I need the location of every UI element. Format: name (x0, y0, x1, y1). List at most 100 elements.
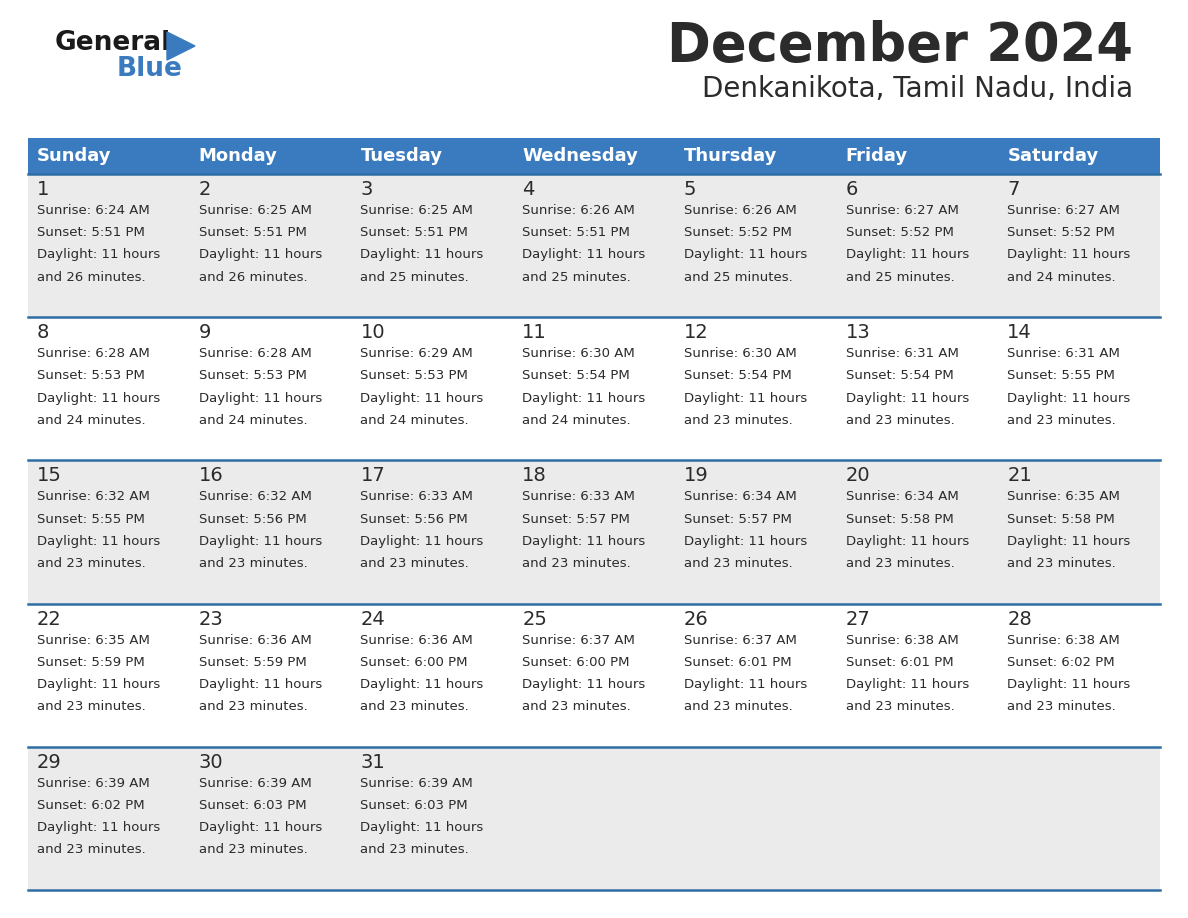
Text: Sunrise: 6:26 AM: Sunrise: 6:26 AM (684, 204, 797, 217)
Bar (190, 604, 352, 747)
Text: Sunset: 5:52 PM: Sunset: 5:52 PM (846, 226, 954, 240)
Text: 2: 2 (198, 180, 211, 199)
Text: and 24 minutes.: and 24 minutes. (198, 414, 308, 427)
Text: Daylight: 11 hours: Daylight: 11 hours (684, 392, 807, 405)
Text: Sunrise: 6:31 AM: Sunrise: 6:31 AM (1007, 347, 1120, 360)
Text: Daylight: 11 hours: Daylight: 11 hours (37, 392, 160, 405)
Text: 10: 10 (360, 323, 385, 342)
Text: and 23 minutes.: and 23 minutes. (360, 844, 469, 856)
Text: Daylight: 11 hours: Daylight: 11 hours (37, 535, 160, 548)
Text: 7: 7 (1007, 180, 1019, 199)
Text: 18: 18 (523, 466, 546, 486)
Text: Sunset: 5:54 PM: Sunset: 5:54 PM (846, 369, 953, 383)
Text: Daylight: 11 hours: Daylight: 11 hours (37, 249, 160, 262)
Text: Sunset: 5:58 PM: Sunset: 5:58 PM (846, 512, 953, 526)
Text: 13: 13 (846, 323, 871, 342)
Text: and 23 minutes.: and 23 minutes. (360, 557, 469, 570)
Text: Sunrise: 6:37 AM: Sunrise: 6:37 AM (523, 633, 636, 646)
Text: Sunset: 6:03 PM: Sunset: 6:03 PM (198, 799, 307, 812)
Bar (352, 138, 513, 174)
Bar (190, 318, 352, 461)
Bar (836, 461, 998, 604)
Text: Daylight: 11 hours: Daylight: 11 hours (1007, 392, 1131, 405)
Text: Sunrise: 6:38 AM: Sunrise: 6:38 AM (846, 633, 959, 646)
Text: and 23 minutes.: and 23 minutes. (1007, 414, 1116, 427)
Text: and 23 minutes.: and 23 minutes. (198, 557, 308, 570)
Text: and 23 minutes.: and 23 minutes. (523, 700, 631, 713)
Text: 9: 9 (198, 323, 211, 342)
Text: Daylight: 11 hours: Daylight: 11 hours (1007, 249, 1131, 262)
Bar (675, 318, 836, 461)
Text: and 23 minutes.: and 23 minutes. (523, 557, 631, 570)
Text: Sunrise: 6:36 AM: Sunrise: 6:36 AM (360, 633, 473, 646)
Text: 22: 22 (37, 610, 62, 629)
Text: 29: 29 (37, 753, 62, 772)
Text: and 23 minutes.: and 23 minutes. (37, 844, 146, 856)
Text: 25: 25 (523, 610, 546, 629)
Text: Sunrise: 6:33 AM: Sunrise: 6:33 AM (523, 490, 636, 503)
Bar (352, 318, 513, 461)
Text: Tuesday: Tuesday (360, 147, 442, 165)
Text: Daylight: 11 hours: Daylight: 11 hours (198, 249, 322, 262)
Text: 6: 6 (846, 180, 858, 199)
Bar (29, 318, 190, 461)
Text: Sunrise: 6:36 AM: Sunrise: 6:36 AM (198, 633, 311, 646)
Text: Sunset: 5:54 PM: Sunset: 5:54 PM (684, 369, 791, 383)
Text: Sunrise: 6:25 AM: Sunrise: 6:25 AM (360, 204, 473, 217)
Text: Sunset: 6:02 PM: Sunset: 6:02 PM (1007, 655, 1114, 669)
Text: 12: 12 (684, 323, 708, 342)
Text: Sunset: 5:59 PM: Sunset: 5:59 PM (37, 655, 145, 669)
Text: Daylight: 11 hours: Daylight: 11 hours (360, 535, 484, 548)
Text: Friday: Friday (846, 147, 908, 165)
Text: 19: 19 (684, 466, 708, 486)
Text: Sunrise: 6:26 AM: Sunrise: 6:26 AM (523, 204, 634, 217)
Text: Sunset: 5:55 PM: Sunset: 5:55 PM (1007, 369, 1116, 383)
Text: Daylight: 11 hours: Daylight: 11 hours (198, 392, 322, 405)
Text: 16: 16 (198, 466, 223, 486)
Bar (513, 174, 675, 318)
Text: Sunrise: 6:39 AM: Sunrise: 6:39 AM (198, 777, 311, 789)
Text: and 24 minutes.: and 24 minutes. (1007, 271, 1116, 284)
Bar (513, 604, 675, 747)
Text: Sunrise: 6:29 AM: Sunrise: 6:29 AM (360, 347, 473, 360)
Text: Sunset: 6:01 PM: Sunset: 6:01 PM (684, 655, 791, 669)
Text: Sunset: 5:51 PM: Sunset: 5:51 PM (37, 226, 145, 240)
Text: Sunset: 5:52 PM: Sunset: 5:52 PM (1007, 226, 1116, 240)
Text: and 23 minutes.: and 23 minutes. (37, 557, 146, 570)
Bar (675, 138, 836, 174)
Text: 1: 1 (37, 180, 50, 199)
Text: 24: 24 (360, 610, 385, 629)
Text: Sunset: 6:02 PM: Sunset: 6:02 PM (37, 799, 145, 812)
Text: Sunset: 5:57 PM: Sunset: 5:57 PM (523, 512, 630, 526)
Text: and 23 minutes.: and 23 minutes. (1007, 557, 1116, 570)
Text: Sunrise: 6:35 AM: Sunrise: 6:35 AM (1007, 490, 1120, 503)
Text: and 25 minutes.: and 25 minutes. (846, 271, 954, 284)
Text: Daylight: 11 hours: Daylight: 11 hours (1007, 678, 1131, 691)
Text: and 23 minutes.: and 23 minutes. (684, 557, 792, 570)
Text: Sunset: 6:00 PM: Sunset: 6:00 PM (360, 655, 468, 669)
Text: and 24 minutes.: and 24 minutes. (523, 414, 631, 427)
Text: December 2024: December 2024 (666, 20, 1133, 72)
Text: Sunset: 5:59 PM: Sunset: 5:59 PM (198, 655, 307, 669)
Bar (513, 138, 675, 174)
Text: Sunset: 5:58 PM: Sunset: 5:58 PM (1007, 512, 1116, 526)
Bar (513, 318, 675, 461)
Text: Daylight: 11 hours: Daylight: 11 hours (523, 535, 645, 548)
Text: Sunset: 6:00 PM: Sunset: 6:00 PM (523, 655, 630, 669)
Text: Daylight: 11 hours: Daylight: 11 hours (360, 822, 484, 834)
Text: Sunrise: 6:24 AM: Sunrise: 6:24 AM (37, 204, 150, 217)
Bar (836, 174, 998, 318)
Text: Daylight: 11 hours: Daylight: 11 hours (523, 392, 645, 405)
Polygon shape (168, 32, 195, 60)
Text: Sunrise: 6:31 AM: Sunrise: 6:31 AM (846, 347, 959, 360)
Text: Daylight: 11 hours: Daylight: 11 hours (360, 392, 484, 405)
Bar (29, 604, 190, 747)
Text: Sunrise: 6:34 AM: Sunrise: 6:34 AM (684, 490, 797, 503)
Bar (29, 138, 190, 174)
Text: Sunrise: 6:28 AM: Sunrise: 6:28 AM (198, 347, 311, 360)
Text: Sunset: 5:51 PM: Sunset: 5:51 PM (523, 226, 630, 240)
Text: Sunset: 5:53 PM: Sunset: 5:53 PM (198, 369, 307, 383)
Text: Daylight: 11 hours: Daylight: 11 hours (523, 249, 645, 262)
Text: and 23 minutes.: and 23 minutes. (684, 414, 792, 427)
Text: and 25 minutes.: and 25 minutes. (360, 271, 469, 284)
